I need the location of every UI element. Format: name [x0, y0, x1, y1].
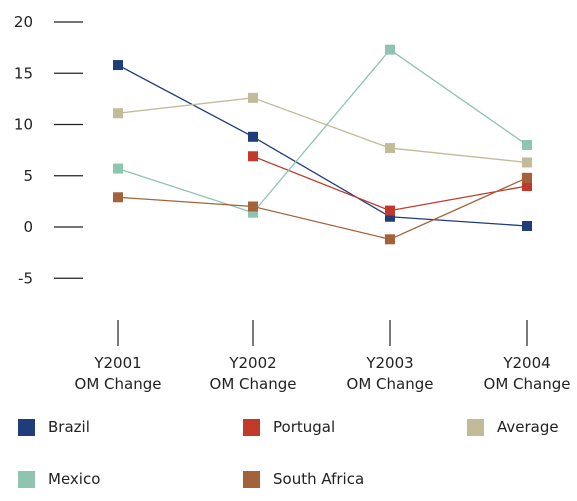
x-tick-label: Y2001	[93, 354, 141, 372]
data-point-south-africa	[113, 192, 123, 203]
y-tick-label: 5	[23, 167, 33, 185]
series-lines	[117, 48, 528, 240]
x-tick-label: OM Change	[347, 375, 434, 393]
data-point-brazil	[248, 131, 258, 142]
data-point-average	[113, 108, 123, 119]
data-point-brazil	[113, 60, 123, 71]
data-point-south-africa	[522, 172, 532, 183]
data-point-portugal	[385, 205, 395, 216]
y-tick-label: 0	[23, 218, 33, 236]
x-tick-label: Y2003	[365, 354, 413, 372]
data-point-brazil	[385, 211, 395, 222]
data-point-south-africa	[248, 201, 258, 212]
data-point-average	[385, 143, 395, 154]
x-tick-label: Y2004	[502, 354, 550, 372]
series-line-south-africa	[117, 177, 528, 240]
data-point-mexico	[385, 44, 395, 55]
data-point-average	[522, 157, 532, 168]
series-points	[113, 44, 532, 245]
data-point-average	[248, 92, 258, 103]
data-point-portugal	[248, 151, 258, 162]
data-point-portugal	[522, 181, 532, 191]
x-tick-label: Y2002	[228, 354, 276, 372]
series-line-brazil	[117, 64, 528, 227]
x-tick-label: OM Change	[210, 375, 297, 393]
y-axis: 20 15 10 5 0 -5	[14, 13, 83, 287]
data-point-mexico	[113, 163, 123, 174]
data-point-south-africa	[385, 234, 395, 245]
series-line-mexico	[117, 48, 528, 214]
x-tick-label: OM Change	[75, 375, 162, 393]
data-point-mexico	[522, 140, 532, 150]
data-point-mexico	[248, 207, 258, 218]
data-point-brazil	[522, 220, 532, 231]
x-axis: Y2001 OM Change Y2002 OM Change Y2003 OM Chan…	[75, 320, 571, 393]
series-line-average	[117, 97, 528, 164]
x-tick-label: OM Change	[484, 375, 571, 393]
y-tick-label: 10	[14, 116, 33, 134]
y-tick-label: 20	[14, 13, 33, 31]
y-tick-label: -5	[18, 269, 33, 287]
y-tick-label: 15	[14, 64, 33, 82]
